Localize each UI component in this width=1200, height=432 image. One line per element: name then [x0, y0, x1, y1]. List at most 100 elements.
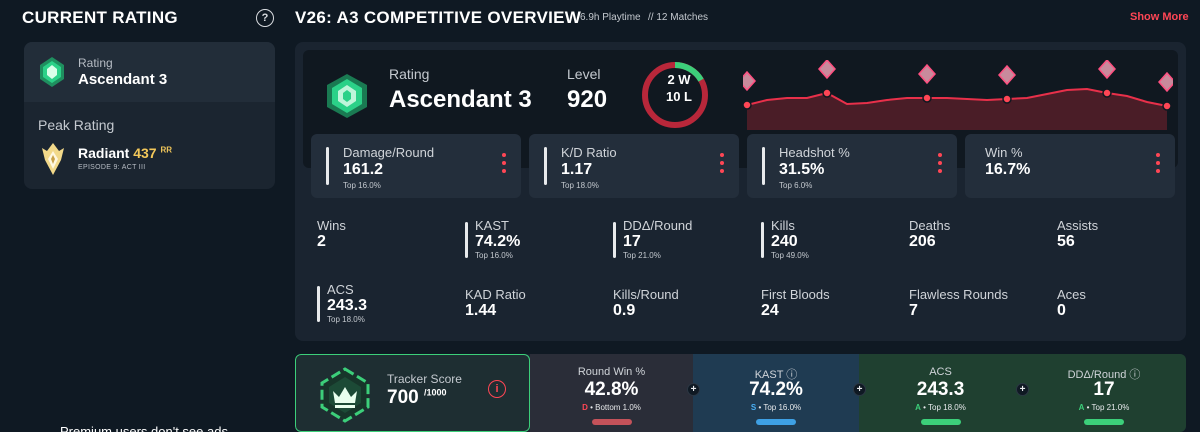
tracker-cell-percentile: • Bottom 1.0%: [587, 403, 641, 412]
trend-point[interactable]: [1162, 101, 1172, 111]
tracker-cell-chip: [591, 419, 632, 425]
plus-icon: +: [687, 383, 700, 396]
stat-value: 206: [909, 233, 936, 250]
stat-first-bloods: First Bloods 24: [761, 287, 830, 320]
peak-episode: EPISODE 9: ACT III: [78, 164, 146, 171]
stat-kad: KAD Ratio 1.44: [465, 287, 526, 320]
stat-label: KAD Ratio: [465, 287, 526, 302]
more-options-icon[interactable]: [719, 153, 725, 177]
tracker-cell-grade: D: [582, 403, 588, 412]
trend-point[interactable]: [822, 88, 832, 98]
more-options-icon[interactable]: [501, 153, 507, 177]
stat-label: Flawless Rounds: [909, 287, 1008, 302]
rating-trend-chart: [743, 60, 1173, 130]
tracker-cell-label: KAST ⓘ: [754, 369, 798, 381]
stat-wins: Wins 2: [317, 218, 346, 251]
tracker-score-card[interactable]: Tracker Score 700 /1000 i: [295, 354, 530, 432]
match-rank-icon: [1097, 60, 1117, 80]
stat-percentile: Top 18.0%: [561, 181, 599, 190]
stat-card-kd: K/D Ratio 1.17 Top 18.0%: [529, 134, 739, 198]
trend-point[interactable]: [922, 93, 932, 103]
tracker-score-number: 700: [387, 387, 419, 408]
stat-deaths: Deaths 206: [909, 218, 950, 251]
peak-rr-unit: RR: [160, 145, 173, 155]
tracker-cell-dda: DDΔ/Round ⓘ 17 A • Top 21.0%: [1022, 354, 1186, 432]
match-rank-icon: [817, 60, 837, 80]
stat-percentile: Top 49.0%: [771, 251, 809, 260]
tracker-score-value: 700 /1000: [387, 387, 447, 409]
stat-bar: [326, 147, 329, 185]
stat-dda: DDΔ/Round 17 Top 21.0%: [613, 218, 692, 260]
ascendant-rank-icon: [327, 74, 367, 118]
stat-label: Damage/Round: [343, 145, 435, 160]
stat-label: Aces: [1057, 287, 1086, 302]
wins-count: 2 W: [667, 72, 691, 87]
matches-count: // 12 Matches: [648, 12, 709, 23]
stat-value: 56: [1057, 233, 1075, 250]
stat-bar: [544, 147, 547, 185]
tracker-cell-grade: A: [915, 403, 921, 412]
stat-bar: [762, 147, 765, 185]
trend-line: [746, 87, 1168, 107]
tracker-cell-sub: A • Top 18.0%: [859, 403, 1022, 412]
more-options-icon[interactable]: [937, 153, 943, 177]
tracker-cell-grade: A: [1078, 403, 1085, 412]
more-options-icon[interactable]: [1155, 153, 1161, 177]
match-rank-icon: [1157, 71, 1173, 93]
stat-label: ACS: [327, 282, 354, 297]
losses-count: 10 L: [665, 89, 692, 104]
trend-point[interactable]: [743, 100, 752, 110]
stat-acs: ACS 243.3 Top 18.0%: [317, 282, 367, 324]
stat-percentile: Top 21.0%: [623, 251, 661, 260]
current-rating-title: CURRENT RATING: [22, 8, 178, 27]
tracker-cell-percentile: • Top 16.0%: [756, 403, 802, 412]
stat-value: 240: [771, 233, 798, 250]
stat-label: K/D Ratio: [561, 145, 617, 160]
stat-label: Headshot %: [779, 145, 850, 160]
stat-value: 0.9: [613, 302, 636, 319]
page-title: V26: A3 COMPETITIVE OVERVIEW: [295, 8, 582, 27]
stat-value: 2: [317, 233, 326, 250]
info-icon[interactable]: i: [488, 380, 506, 398]
level-label: Level: [567, 66, 601, 82]
stat-bar: [465, 222, 468, 258]
stat-bar: [317, 286, 320, 322]
tracker-cell-sub: A • Top 21.0%: [1022, 403, 1186, 412]
plus-icon: +: [1016, 383, 1029, 396]
stat-kills: Kills 240 Top 49.0%: [761, 218, 809, 260]
stat-value: 24: [761, 302, 779, 319]
stat-value: 17: [623, 233, 641, 250]
radiant-rank-icon: [42, 143, 64, 175]
stat-card-damage: Damage/Round 161.2 Top 16.0%: [311, 134, 521, 198]
stat-aces: Aces 0: [1057, 287, 1086, 320]
rating-label: Rating: [389, 66, 430, 82]
tracker-score-icon: [320, 367, 370, 423]
peak-rr-value: 437: [133, 145, 157, 161]
stat-card-headshot: Headshot % 31.5% Top 6.0%: [747, 134, 957, 198]
stat-label: Win %: [985, 145, 1023, 160]
stat-value: 161.2: [343, 161, 384, 178]
win-arc: [642, 62, 708, 128]
stat-flawless-rounds: Flawless Rounds 7: [909, 287, 1008, 320]
tracker-score-max: /1000: [423, 387, 447, 398]
stat-label: Assists: [1057, 218, 1099, 233]
trend-point[interactable]: [1002, 94, 1012, 104]
peak-rr: 437 RR: [133, 145, 172, 161]
current-rating-value: Ascendant 3: [78, 71, 168, 88]
peak-rating-label: Peak Rating: [38, 117, 115, 133]
stat-value: 7: [909, 302, 918, 319]
stat-label: KAST: [475, 218, 509, 233]
rating-card: Rating Ascendant 3 Peak Rating Radiant 4…: [24, 42, 275, 189]
stat-value: 31.5%: [779, 161, 825, 178]
peak-rank-name: Radiant: [78, 145, 130, 161]
show-more-link[interactable]: Show More: [1130, 11, 1189, 23]
tracker-cell-sub: D • Bottom 1.0%: [530, 403, 693, 412]
trend-point[interactable]: [1102, 88, 1112, 98]
tracker-cell-grade: S: [750, 403, 757, 412]
trend-area: [747, 89, 1167, 130]
tracker-cell-kast: KAST ⓘ 74.2% S • Top 16.0%: [693, 354, 859, 432]
stat-label: Deaths: [909, 218, 951, 233]
help-icon[interactable]: ?: [256, 9, 274, 27]
stat-percentile: Top 16.0%: [475, 251, 513, 260]
stat-kast: KAST 74.2% Top 16.0%: [465, 218, 520, 260]
